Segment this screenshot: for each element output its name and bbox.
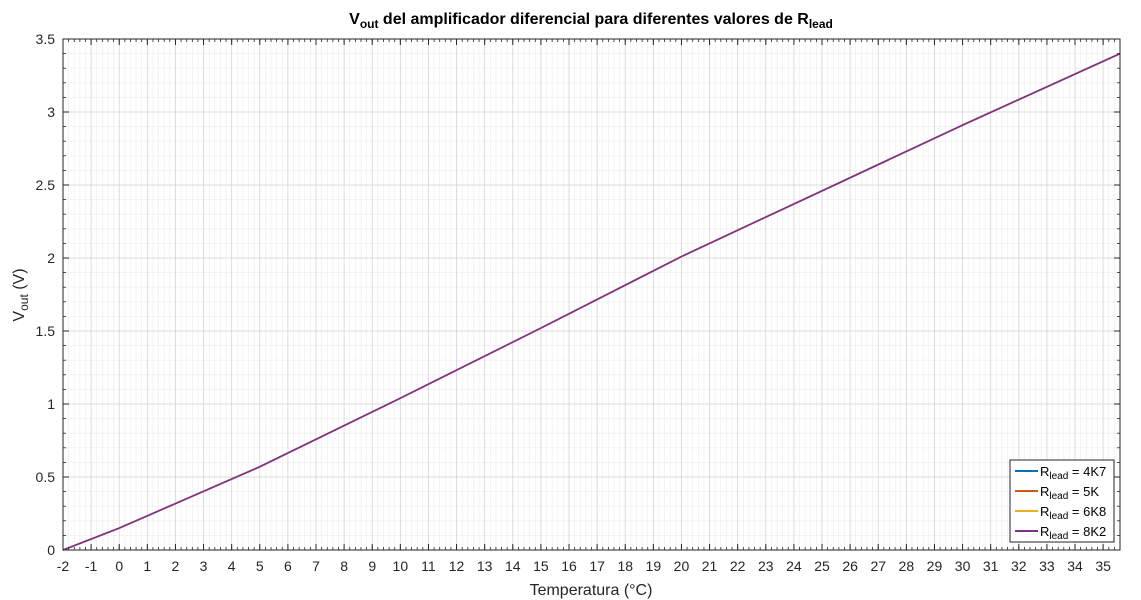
tick-marks xyxy=(62,38,1121,551)
x-tick-label: 2 xyxy=(172,558,180,574)
x-tick-label: 22 xyxy=(730,558,746,574)
x-tick-label: 0 xyxy=(115,558,123,574)
y-tick-label: 3.5 xyxy=(36,31,56,47)
x-tick-label: 6 xyxy=(284,558,292,574)
y-tick-label: 0 xyxy=(47,542,55,558)
x-tick-label: 7 xyxy=(312,558,320,574)
x-tick-label: 17 xyxy=(589,558,605,574)
x-tick-label: 35 xyxy=(1095,558,1111,574)
series-line-4 xyxy=(62,52,1121,551)
y-axis-label-sub: out xyxy=(17,294,31,311)
legend: Rlead = 4K7 Rlead = 5K Rlead = 6K8 Rlead… xyxy=(1009,459,1115,543)
x-tick-label: 34 xyxy=(1067,558,1083,574)
chart-title-end-sub: lead xyxy=(809,17,833,31)
x-tick-label: 24 xyxy=(786,558,802,574)
legend-label-8k2: Rlead = 8K2 xyxy=(1040,524,1106,542)
legend-label-4k7: Rlead = 4K7 xyxy=(1040,464,1106,482)
x-tick-label: 3 xyxy=(200,558,208,574)
y-axis-label-suffix: (V) xyxy=(11,268,28,294)
x-tick-label: 1 xyxy=(143,558,151,574)
x-tick-label: 32 xyxy=(1011,558,1027,574)
x-tick-label: 5 xyxy=(256,558,264,574)
y-tick-label: 1.5 xyxy=(36,323,56,339)
legend-label-6k8: Rlead = 6K8 xyxy=(1040,504,1106,522)
x-tick-label: 33 xyxy=(1039,558,1055,574)
chart-title-main-sub: out xyxy=(360,17,379,31)
x-tick-label: -2 xyxy=(57,558,70,574)
y-axis-label-main: V xyxy=(11,311,28,322)
chart-title-main: V xyxy=(349,11,360,28)
x-tick-label: 19 xyxy=(646,558,662,574)
x-tick-labels: -2 -1 0 1 2 3 4 5 6 7 8 9 10 11 12 13 14 15 16 17 18 19 20 21 22… xyxy=(57,558,1111,574)
x-axis-label: Temperatura (°C) xyxy=(530,582,653,599)
y-tick-label: 3 xyxy=(47,104,55,120)
y-tick-labels: 0 0.5 1 1.5 2 2.5 3 3.5 xyxy=(36,31,56,558)
x-tick-label: 26 xyxy=(842,558,858,574)
x-tick-label: 28 xyxy=(899,558,915,574)
x-tick-label: 13 xyxy=(477,558,493,574)
x-tick-label: 10 xyxy=(393,558,409,574)
y-tick-label: 2 xyxy=(47,250,55,266)
series-layer xyxy=(62,52,1121,551)
x-tick-label: 15 xyxy=(533,558,549,574)
x-tick-label: 9 xyxy=(368,558,376,574)
y-tick-label: 1 xyxy=(47,396,55,412)
y-tick-label: 2.5 xyxy=(36,177,56,193)
x-tick-label: 16 xyxy=(561,558,577,574)
x-tick-label: -1 xyxy=(85,558,98,574)
y-axis-label: Vout (V) xyxy=(11,268,31,321)
x-tick-label: 8 xyxy=(340,558,348,574)
x-tick-label: 29 xyxy=(927,558,943,574)
x-tick-label: 20 xyxy=(674,558,690,574)
x-tick-label: 18 xyxy=(617,558,633,574)
legend-label-5k: Rlead = 5K xyxy=(1040,484,1099,502)
x-tick-label: 4 xyxy=(228,558,236,574)
x-tick-label: 27 xyxy=(870,558,886,574)
x-tick-label: 14 xyxy=(505,558,521,574)
legend-box xyxy=(1009,459,1115,543)
x-tick-label: 23 xyxy=(758,558,774,574)
x-tick-label: 11 xyxy=(421,558,436,574)
x-tick-label: 21 xyxy=(702,558,718,574)
chart-title: Vout del amplificador diferencial para d… xyxy=(349,11,833,31)
x-tick-label: 30 xyxy=(955,558,971,574)
chart-title-middle: del amplificador diferencial para difere… xyxy=(378,11,809,28)
x-tick-label: 31 xyxy=(983,558,999,574)
y-tick-label: 0.5 xyxy=(36,469,56,485)
x-tick-label: 25 xyxy=(814,558,830,574)
x-tick-label: 12 xyxy=(449,558,465,574)
